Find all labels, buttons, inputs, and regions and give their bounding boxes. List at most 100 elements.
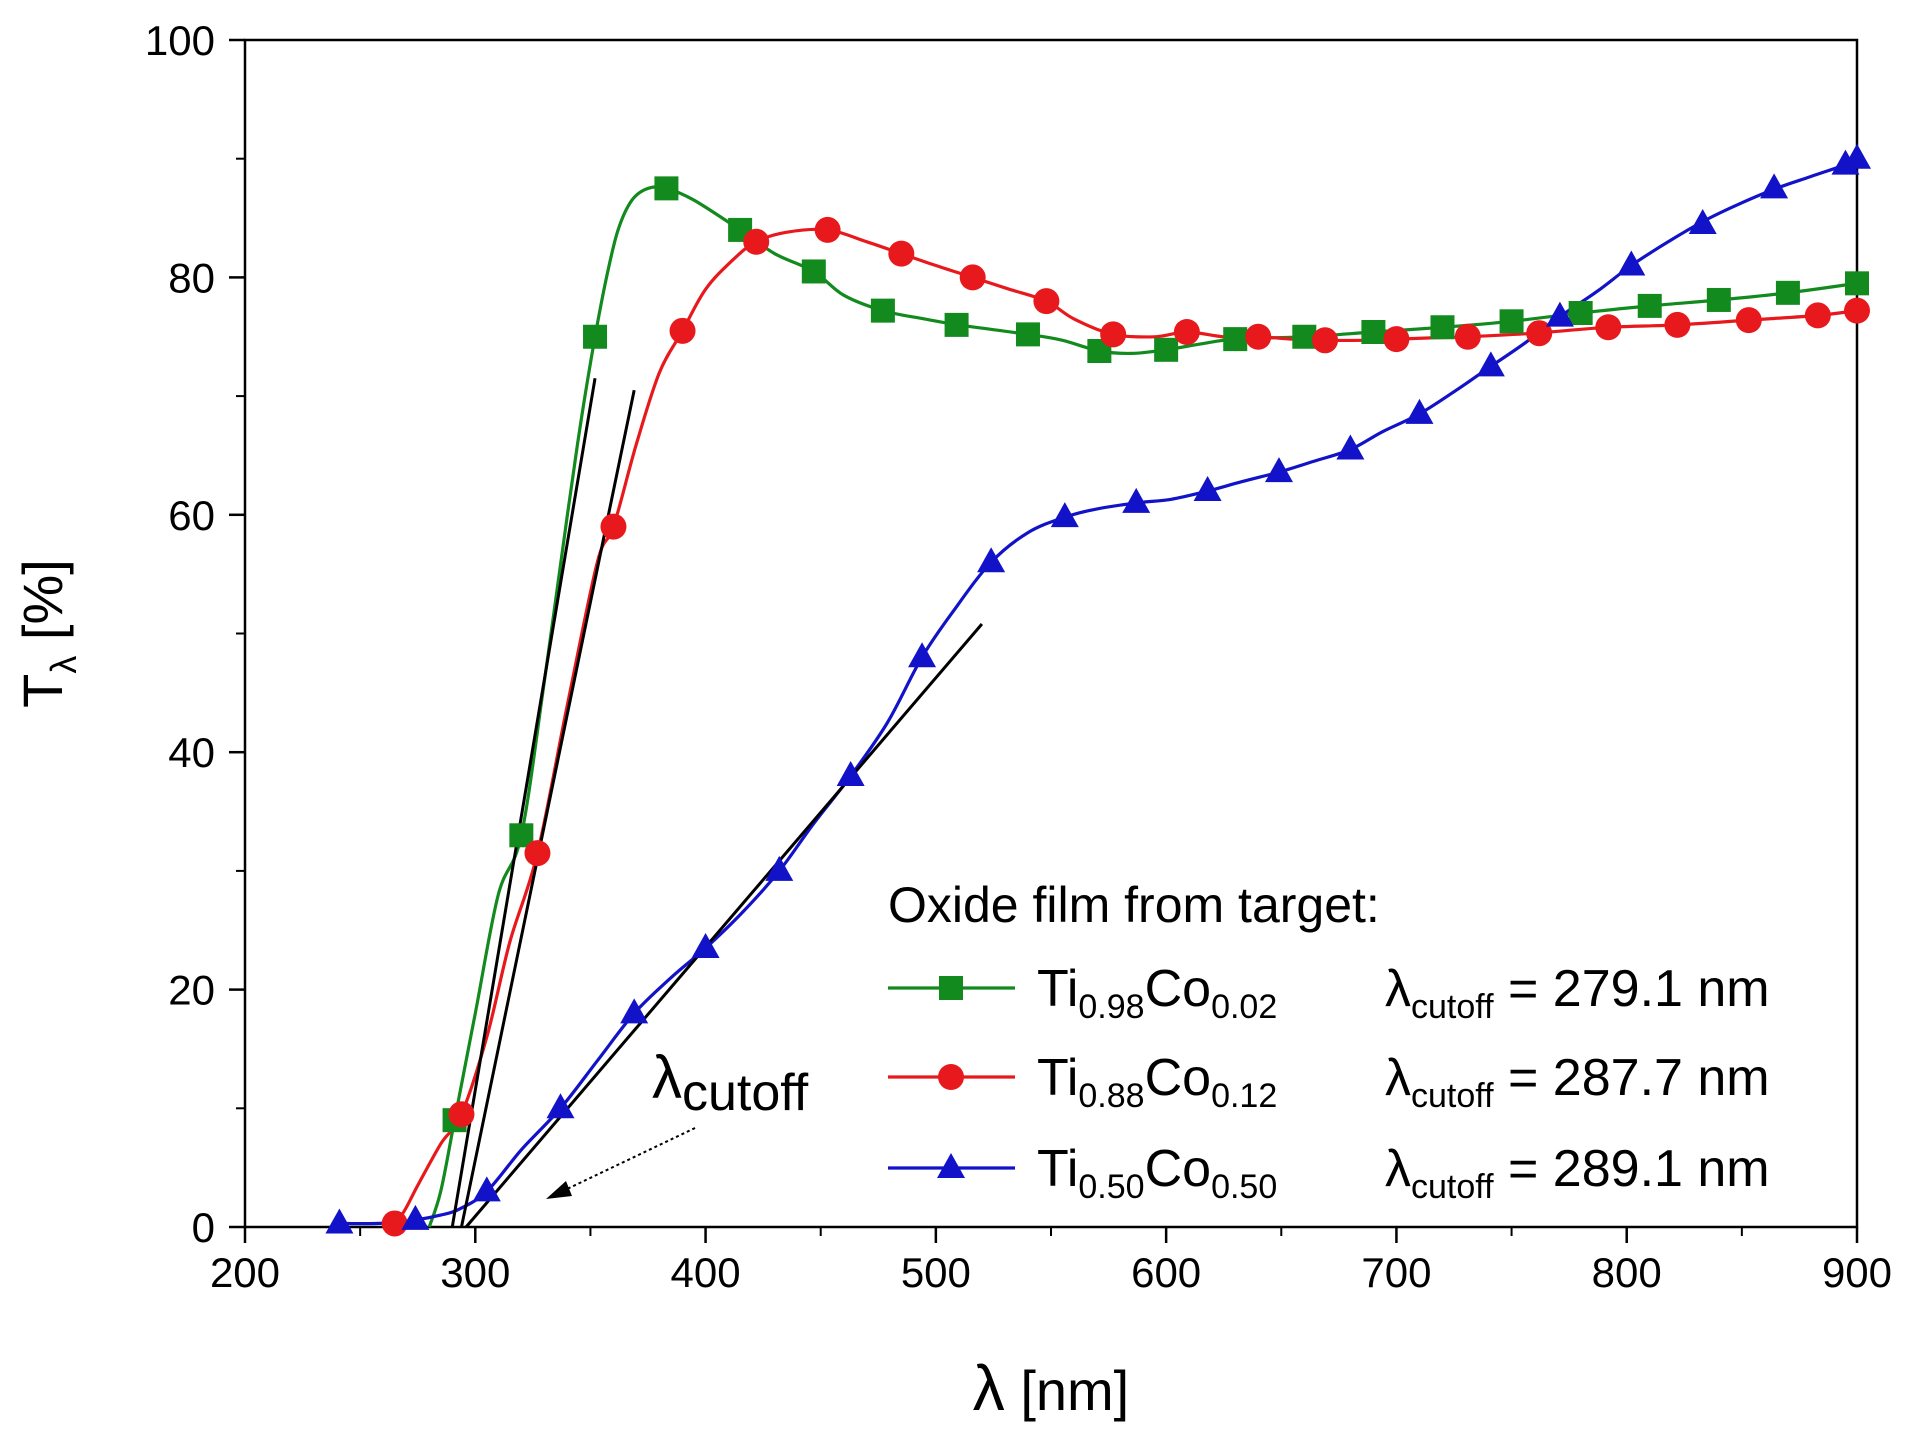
data-point-ti098co002 [1845, 271, 1869, 296]
x-tick-label: 600 [1131, 1249, 1201, 1296]
data-point-ti088co012 [524, 840, 551, 867]
x-tick-label: 500 [901, 1249, 971, 1296]
data-point-ti050co050 [620, 998, 649, 1024]
data-point-ti088co012 [1804, 302, 1831, 329]
data-point-ti098co002 [1568, 301, 1593, 326]
data-point-ti088co012 [1595, 314, 1622, 341]
data-point-ti088co012 [1245, 323, 1272, 350]
data-point-ti098co002 [1154, 337, 1179, 362]
data-point-ti088co012 [1100, 321, 1127, 348]
y-axis-label-main: T [11, 674, 74, 708]
data-point-ti050co050 [546, 1093, 575, 1119]
x-tick-label: 700 [1361, 1249, 1431, 1296]
data-point-ti050co050 [977, 547, 1006, 573]
legend-label-subscript: 0.50 [1211, 1168, 1277, 1206]
data-point-ti050co050 [325, 1208, 354, 1234]
annotation-group: λcutoff [546, 1044, 809, 1199]
legend-cutoff-value: = 279.1 nm [1494, 960, 1770, 1018]
legend-label-subscript: 0.02 [1211, 988, 1277, 1026]
data-point-ti050co050 [1405, 398, 1434, 424]
data-point-ti050co050 [1264, 457, 1293, 483]
data-point-ti050co050 [1617, 250, 1646, 276]
cutoff-annotation-symbol: λ [652, 1044, 682, 1111]
data-point-ti050co050 [1688, 208, 1717, 234]
data-point-ti050co050 [765, 855, 794, 881]
data-point-ti098co002 [1637, 293, 1662, 318]
legend-label-subscript: 0.98 [1078, 988, 1144, 1026]
data-point-ti088co012 [888, 240, 915, 267]
y-tick-label: 20 [168, 967, 215, 1014]
legend-cutoff-ti088co012: λcutoff = 287.7 nm [1385, 1049, 1770, 1115]
legend-label-ti050co050: Ti0.50Co0.50 [1037, 1140, 1277, 1206]
data-point-ti088co012 [1033, 288, 1060, 315]
tangent-line-ti050co050 [464, 623, 984, 1228]
data-point-ti098co002 [1430, 315, 1455, 340]
data-point-ti098co002 [801, 259, 826, 284]
legend-marker-ti088co012 [938, 1064, 964, 1090]
legend-label-ti098co002: Ti0.98Co0.02 [1037, 960, 1277, 1026]
data-point-ti088co012 [1383, 326, 1410, 353]
data-point-ti050co050 [1336, 434, 1365, 460]
x-tick-label: 200 [210, 1249, 280, 1296]
y-tick-label: 100 [145, 17, 215, 64]
data-point-ti088co012 [1844, 297, 1870, 324]
cutoff-annotation-arrowhead [546, 1181, 572, 1199]
legend-cutoff-symbol: λ [1385, 1140, 1411, 1198]
legend-cutoff-ti050co050: λcutoff = 289.1 nm [1385, 1140, 1770, 1206]
legend-label-element-ti: Ti [1037, 960, 1078, 1018]
x-axis-label-unit: [nm] [1005, 1359, 1129, 1422]
data-point-ti088co012 [600, 513, 627, 540]
data-point-ti098co002 [654, 176, 679, 201]
legend-label-ti088co012: Ti0.88Co0.12 [1037, 1049, 1277, 1115]
x-tick-label: 400 [671, 1249, 741, 1296]
cutoff-annotation-label: λcutoff [652, 1044, 809, 1122]
x-tick-label: 300 [440, 1249, 510, 1296]
data-point-ti050co050 [691, 933, 720, 959]
data-point-ti050co050 [1476, 351, 1505, 377]
legend-cutoff-sub: cutoff [1411, 1168, 1494, 1206]
markers-group [325, 143, 1871, 1237]
data-point-ti050co050 [836, 760, 865, 786]
legend-cutoff-value: = 287.7 nm [1494, 1049, 1770, 1107]
legend-label-subscript: 0.88 [1078, 1077, 1144, 1115]
data-point-ti088co012 [1454, 323, 1481, 350]
data-point-ti098co002 [944, 312, 969, 337]
data-point-ti050co050 [1050, 502, 1079, 528]
data-point-ti088co012 [1526, 320, 1553, 347]
legend-cutoff-sub: cutoff [1411, 1077, 1494, 1115]
y-axis-label: Tλ [%] [11, 559, 84, 708]
data-point-ti050co050 [908, 642, 937, 668]
x-tick-label: 900 [1822, 1249, 1892, 1296]
y-tick-label: 80 [168, 254, 215, 301]
data-point-ti098co002 [870, 298, 895, 323]
data-point-ti088co012 [1173, 319, 1200, 346]
legend-cutoff-symbol: λ [1385, 960, 1411, 1018]
legend-marker-ti098co002 [939, 976, 963, 1000]
legend-label-subscript: 0.12 [1211, 1077, 1277, 1115]
y-axis-label-unit: [%] [11, 559, 74, 655]
x-axis-label-symbol: λ [973, 1352, 1005, 1424]
legend-group: Oxide film from target:Ti0.98Co0.02 λcuto… [888, 877, 1770, 1206]
data-point-ti088co012 [959, 264, 986, 291]
axes-group: 200 300 400 500 600 700 800 900 0 20 40 60 80 100 λ [n… [11, 17, 1892, 1424]
legend-label-element-ti: Ti [1037, 1140, 1078, 1198]
y-tick-label: 40 [168, 729, 215, 776]
data-point-ti098co002 [1292, 324, 1317, 349]
tangent-line-ti098co002 [450, 378, 597, 1228]
legend-marker-ti050co050 [937, 1153, 965, 1178]
data-point-ti098co002 [1223, 327, 1248, 352]
data-point-ti098co002 [1499, 309, 1524, 334]
legend-cutoff-value: = 289.1 nm [1494, 1140, 1770, 1198]
data-point-ti050co050 [1843, 143, 1871, 169]
legend-label-element-co: Co [1145, 960, 1211, 1018]
data-point-ti088co012 [669, 317, 696, 344]
data-point-ti098co002 [1361, 320, 1386, 345]
legend-cutoff-symbol: λ [1385, 1049, 1411, 1107]
cutoff-annotation-sub: cutoff [682, 1064, 809, 1122]
x-tick-label: 800 [1592, 1249, 1662, 1296]
legend-cutoff-sub: cutoff [1411, 988, 1494, 1026]
data-point-ti088co012 [1312, 327, 1339, 354]
data-point-ti050co050 [1545, 301, 1574, 327]
